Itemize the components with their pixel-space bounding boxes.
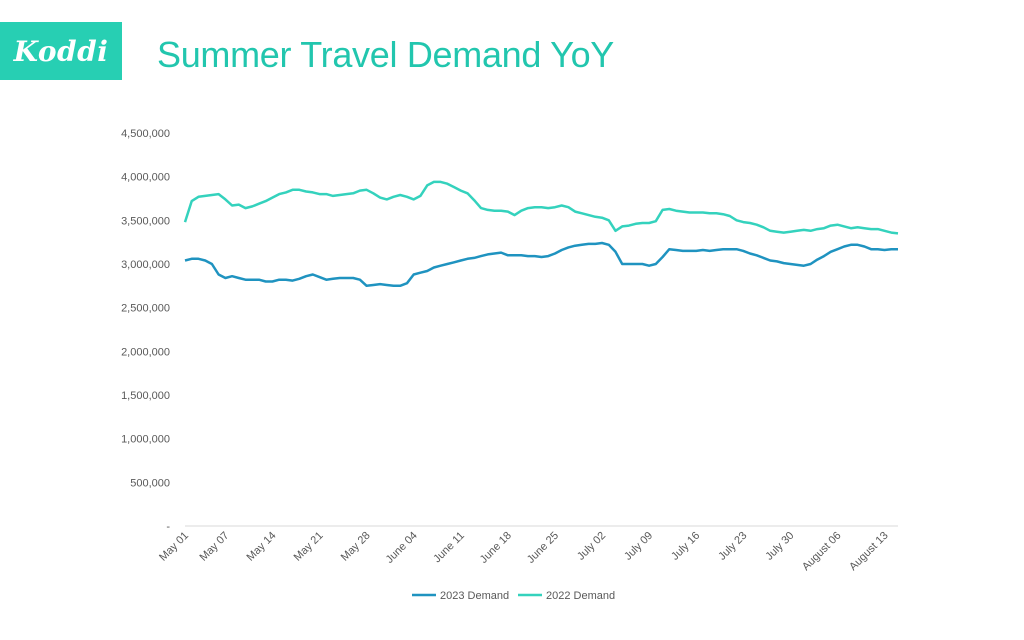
y-tick-label: - [166,521,170,533]
x-tick-label: July 23 [716,530,749,563]
y-tick-label: 3,500,000 [121,215,170,227]
x-tick-label: July 30 [763,530,796,563]
x-tick-label: May 01 [157,530,191,564]
x-tick-label: July 02 [575,530,608,563]
x-tick-label: May 14 [245,530,279,564]
x-tick-label: July 16 [669,530,702,563]
page-title: Summer Travel Demand YoY [157,34,615,75]
y-tick-label: 1,000,000 [121,434,170,446]
x-tick-label: June 11 [431,530,467,566]
x-tick-label: May 28 [339,530,373,564]
x-tick-label: May 07 [197,530,231,564]
y-tick-label: 1,500,000 [121,390,170,402]
y-tick-label: 500,000 [130,477,170,489]
legend-label: 2023 Demand [440,590,509,602]
y-tick-label: 2,000,000 [121,346,170,358]
y-tick-label: 3,000,000 [121,259,170,271]
series-line-2022 [183,180,899,235]
x-tick-label: June 25 [525,530,561,566]
x-tick-label: June 18 [478,530,514,566]
series-line-2023 [184,241,898,288]
x-tick-label: August 06 [800,530,844,574]
x-tick-label: June 04 [384,530,420,566]
x-tick-label: August 13 [847,530,891,574]
x-tick-label: July 09 [622,530,655,563]
y-tick-label: 2,500,000 [121,303,170,315]
x-tick-label: May 21 [292,530,326,564]
legend-label: 2022 Demand [546,590,615,602]
y-tick-label: 4,000,000 [121,172,170,184]
y-tick-label: 4,500,000 [121,128,170,140]
logo-text: Koddi [13,34,109,68]
koddi-logo: Koddi [0,22,122,80]
